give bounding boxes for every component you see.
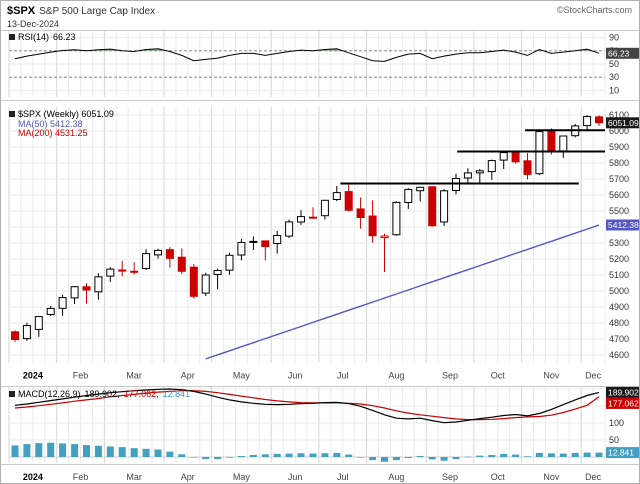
svg-text:Feb: Feb: [73, 472, 89, 482]
svg-text:May: May: [233, 371, 251, 381]
svg-text:50: 50: [609, 59, 619, 69]
price-legend-text: $SPX (Weekly) 6051.09: [18, 109, 114, 119]
svg-text:4600: 4600: [609, 350, 629, 360]
macd-hist-value: 12.841: [162, 389, 191, 399]
svg-text:2024: 2024: [23, 371, 43, 381]
svg-text:Dec: Dec: [585, 371, 602, 381]
macd-marker-icon: [9, 391, 15, 397]
rsi-legend: RSI(14) 66.23: [9, 32, 76, 43]
macd-signal-line: [14, 390, 600, 421]
svg-text:30: 30: [609, 72, 619, 82]
svg-text:Nov: Nov: [543, 371, 560, 381]
svg-text:Mar: Mar: [126, 371, 142, 381]
chart-date: 13-Dec-2024: [7, 19, 60, 29]
svg-text:5000: 5000: [609, 286, 629, 296]
svg-text:5600: 5600: [609, 190, 629, 200]
stockcharts-credit: ©StockCharts.com: [556, 5, 632, 15]
svg-text:90: 90: [609, 33, 619, 43]
svg-text:5100: 5100: [609, 270, 629, 280]
svg-text:5300: 5300: [609, 238, 629, 248]
svg-text:Jul: Jul: [337, 371, 349, 381]
svg-text:Oct: Oct: [491, 371, 506, 381]
svg-text:66.23: 66.23: [608, 48, 630, 58]
candlesticks: [11, 115, 603, 342]
price-legend-symbol-line: $SPX (Weekly) 6051.09: [9, 109, 114, 120]
trendline-annotations[interactable]: [340, 129, 605, 185]
svg-text:Nov: Nov: [543, 472, 560, 482]
svg-text:6000: 6000: [609, 126, 629, 136]
svg-text:5412.38: 5412.38: [608, 220, 639, 230]
price-legend: $SPX (Weekly) 6051.09 MA(50) 5412.38 MA(…: [9, 109, 114, 139]
svg-text:50: 50: [609, 435, 619, 445]
svg-text:4700: 4700: [609, 334, 629, 344]
svg-text:5900: 5900: [609, 142, 629, 152]
svg-text:Feb: Feb: [73, 371, 89, 381]
header-line1: $SPX S&P 500 Large Cap Index: [7, 4, 155, 18]
svg-text:Apr: Apr: [181, 371, 195, 381]
axis-labels: 6100600059005800570056005500540053005200…: [23, 33, 629, 482]
ma50-legend: MA(50) 5412.38: [18, 118, 83, 129]
svg-text:Dec: Dec: [585, 472, 602, 482]
symbol-name: S&P 500 Large Cap Index: [39, 6, 156, 17]
svg-text:4800: 4800: [609, 318, 629, 328]
svg-text:Jun: Jun: [288, 472, 303, 482]
svg-text:Mar: Mar: [126, 472, 142, 482]
svg-text:5200: 5200: [609, 254, 629, 264]
macd-legend: MACD(12,26,9) 189.902, 177.062, 12.841: [9, 389, 191, 400]
indicator-marker-icon: [9, 34, 15, 40]
svg-text:177.062: 177.062: [608, 398, 639, 408]
svg-text:4900: 4900: [609, 302, 629, 312]
svg-text:Jul: Jul: [337, 472, 349, 482]
svg-text:Aug: Aug: [388, 472, 404, 482]
svg-text:12.841: 12.841: [608, 448, 634, 458]
symbol-ticker: $SPX: [7, 5, 36, 17]
svg-text:Jun: Jun: [288, 371, 303, 381]
ma50-line: [205, 224, 600, 360]
svg-text:10: 10: [609, 85, 619, 95]
svg-text:189.902: 189.902: [608, 387, 639, 397]
ma200-legend: MA(200) 4531.25: [18, 128, 88, 138]
svg-text:Sep: Sep: [442, 472, 458, 482]
svg-text:5800: 5800: [609, 158, 629, 168]
svg-text:100: 100: [609, 418, 624, 428]
rsi-line: [14, 48, 600, 62]
svg-text:2024: 2024: [23, 472, 43, 482]
svg-text:Oct: Oct: [491, 472, 506, 482]
macd-legend-label: MACD(12,26,9): [18, 389, 81, 399]
chart-header: $SPX S&P 500 Large Cap Index 13-Dec-2024: [7, 4, 155, 30]
svg-text:Sep: Sep: [442, 371, 458, 381]
rsi-legend-label: RSI(14): [18, 32, 50, 42]
svg-text:Apr: Apr: [181, 472, 195, 482]
price-marker-icon: [9, 111, 15, 117]
svg-text:6100: 6100: [609, 110, 629, 120]
svg-text:Aug: Aug: [388, 371, 404, 381]
svg-text:May: May: [233, 472, 251, 482]
macd-signal-value: 177.062,: [123, 389, 159, 399]
macd-histogram: [11, 442, 603, 462]
macd-line: [14, 388, 600, 424]
svg-text:5500: 5500: [609, 206, 629, 216]
macd-value: 189.902,: [84, 389, 120, 399]
svg-text:5700: 5700: [609, 174, 629, 184]
svg-text:6051.09: 6051.09: [608, 118, 639, 128]
rsi-legend-value: 66.23: [53, 32, 76, 42]
